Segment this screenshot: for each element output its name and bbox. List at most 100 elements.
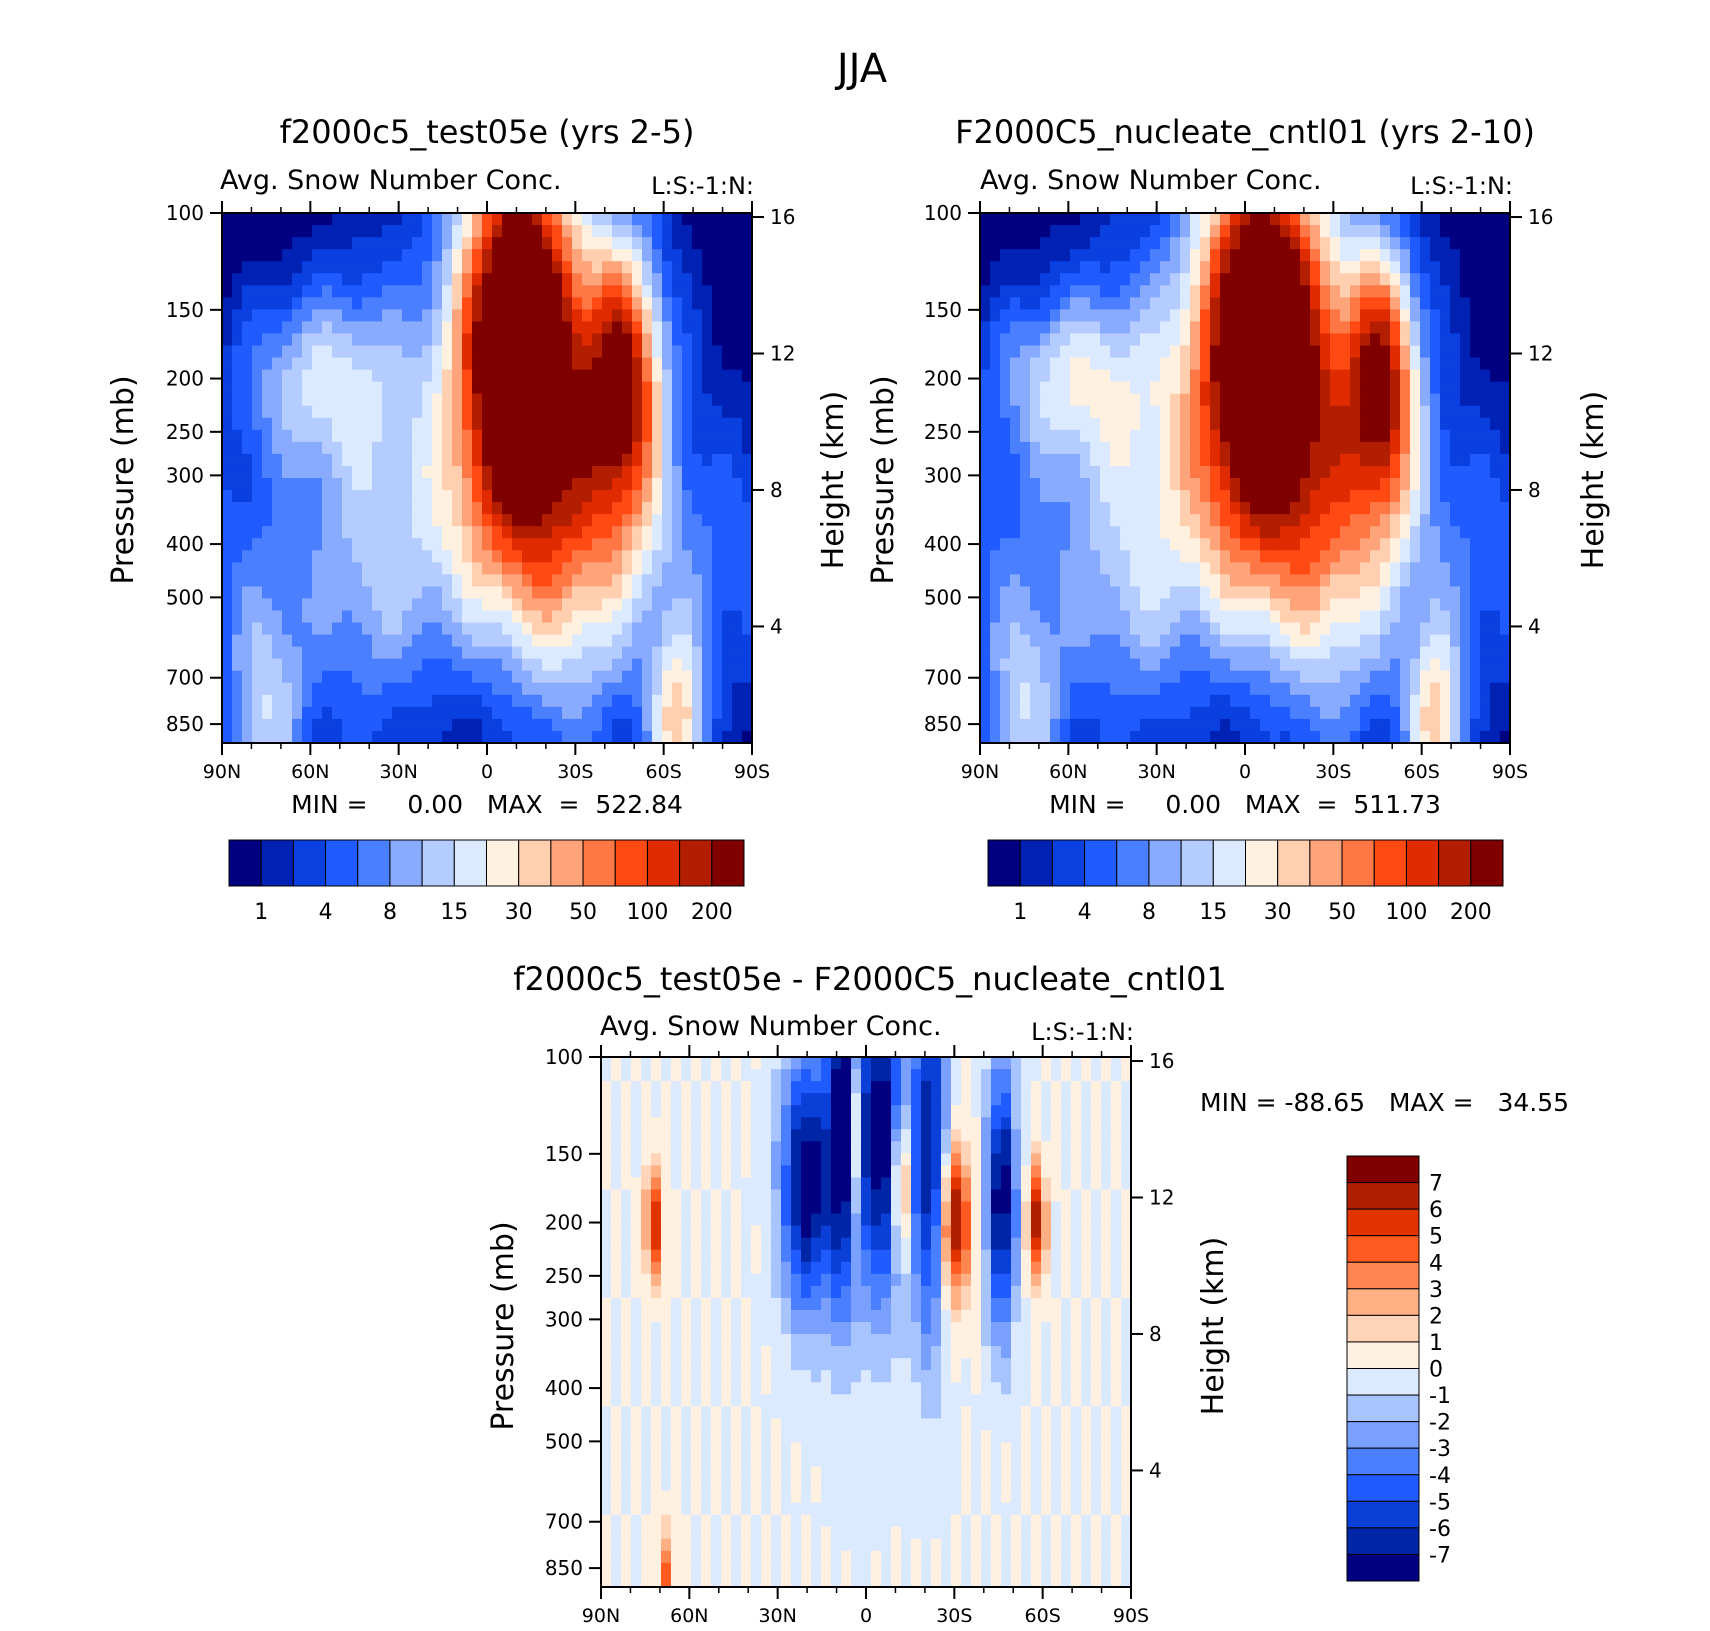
heatmap-cell [1180, 586, 1191, 600]
heatmap-cell [652, 730, 663, 744]
heatmap-cell [1020, 538, 1031, 551]
heatmap-cell [382, 273, 393, 286]
heatmap-cell [1170, 321, 1181, 335]
heatmap-cell [502, 610, 513, 624]
heatmap-cell [512, 502, 523, 515]
heatmap-cell [722, 381, 733, 395]
heatmap-cell [542, 586, 553, 600]
heatmap-cell [332, 393, 343, 407]
heatmap-cell [1480, 261, 1491, 274]
heatmap-cell [1490, 441, 1501, 455]
heatmap-cell [612, 345, 623, 359]
heatmap-cell [602, 526, 613, 539]
heatmap-cell [592, 393, 603, 407]
heatmap-cell [1200, 670, 1211, 684]
heatmap-cell [732, 670, 743, 684]
heatmap-cell [522, 670, 533, 684]
heatmap-cell [572, 393, 583, 407]
heatmap-cell [442, 357, 453, 371]
heatmap-cell [392, 514, 403, 527]
heatmap-cell [1350, 574, 1361, 588]
heatmap-cell [1470, 369, 1481, 383]
heatmap-cell [222, 490, 233, 503]
heatmap-cell [492, 514, 503, 527]
heatmap-cell [1190, 622, 1201, 636]
heatmap-cell [572, 321, 583, 335]
heatmap-cell [602, 622, 613, 636]
heatmap-cell [382, 453, 393, 467]
heatmap-cell [1440, 441, 1451, 455]
heatmap-cell [1050, 285, 1061, 298]
heatmap-cell [502, 478, 513, 491]
heatmap-cell [1250, 333, 1261, 347]
heatmap-cell [542, 514, 553, 527]
heatmap-cell [262, 309, 273, 323]
heatmap-cell [272, 333, 283, 347]
heatmap-cell [452, 682, 463, 696]
heatmap-cell [562, 453, 573, 467]
heatmap-cell [1250, 634, 1261, 648]
heatmap-cell [1370, 634, 1381, 648]
heatmap-cell [1150, 718, 1161, 732]
heatmap-cell [632, 598, 643, 612]
heatmap-cell [1220, 405, 1231, 419]
heatmap-cell [1000, 562, 1011, 575]
heatmap-cell [342, 670, 353, 684]
heatmap-cell [442, 273, 453, 286]
heatmap-cell [1460, 634, 1471, 648]
heatmap-cell [1020, 706, 1031, 720]
heatmap-cell [1420, 514, 1431, 527]
heatmap-cell [262, 538, 273, 551]
heatmap-cell [282, 249, 293, 262]
heatmap-cell [1120, 213, 1131, 226]
heatmap-cell [1080, 562, 1091, 575]
heatmap-cell [262, 261, 273, 274]
heatmap-cell [1110, 550, 1121, 563]
heatmap-cell [322, 586, 333, 600]
heatmap-cell [542, 333, 553, 347]
heatmap-cell [1320, 622, 1331, 636]
heatmap-cell [402, 261, 413, 274]
heatmap-cell [1420, 249, 1431, 262]
heatmap-cell [1230, 261, 1241, 274]
heatmap-cell [1070, 562, 1081, 575]
heatmap-cell [332, 490, 343, 503]
heatmap-cell [462, 345, 473, 359]
heatmap-cell [1090, 213, 1101, 226]
heatmap-cell [322, 429, 333, 443]
heatmap-cell [1390, 213, 1401, 226]
heatmap-cell [682, 417, 693, 431]
heatmap-cell [1090, 417, 1101, 431]
heatmap-cell [1100, 465, 1111, 479]
heatmap-cell [1340, 682, 1351, 696]
heatmap-cell [682, 562, 693, 575]
heatmap-cell [232, 441, 243, 455]
heatmap-cell [1500, 261, 1511, 274]
heatmap-cell [1470, 321, 1481, 335]
heatmap-cell [1050, 429, 1061, 443]
heatmap-cell [1500, 694, 1511, 708]
heatmap-cell [402, 273, 413, 286]
heatmap-cell [1350, 249, 1361, 262]
heatmap-cell [482, 405, 493, 419]
heatmap-cell [242, 718, 253, 732]
heatmap-cell [1440, 622, 1451, 636]
heatmap-cell [1170, 478, 1181, 491]
heatmap-cell [1430, 285, 1441, 298]
heatmap-cell [1310, 538, 1321, 551]
heatmap-cell [692, 550, 703, 563]
heatmap-cell [1120, 574, 1131, 588]
heatmap-cell [432, 453, 443, 467]
heatmap-cell [582, 526, 593, 539]
heatmap-cell [1160, 417, 1171, 431]
heatmap-cell [1300, 682, 1311, 696]
heatmap-cell [552, 237, 563, 250]
heatmap-cell [1050, 453, 1061, 467]
heatmap-cell [1310, 646, 1321, 660]
heatmap-cell [512, 381, 523, 395]
heatmap-cell [522, 634, 533, 648]
heatmap-cell [1030, 297, 1041, 310]
heatmap-cell [1040, 225, 1051, 238]
heatmap-cell [652, 309, 663, 323]
heatmap-cell [1420, 321, 1431, 335]
